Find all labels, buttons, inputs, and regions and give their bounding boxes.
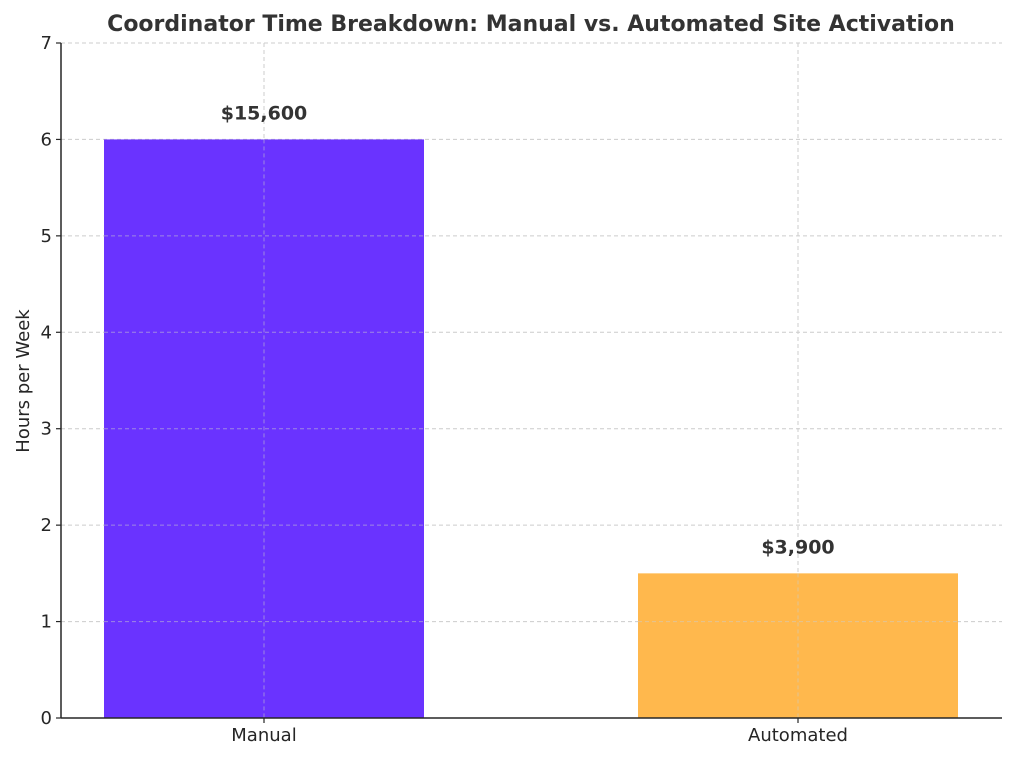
data-label: $15,600	[221, 102, 308, 124]
y-axis-label: Hours per Week	[13, 309, 34, 453]
y-tick-label: 3	[41, 419, 52, 440]
y-tick-label: 4	[41, 322, 52, 343]
y-tick-label: 7	[41, 33, 52, 54]
y-tick-label: 0	[41, 708, 52, 729]
y-tick-label: 2	[41, 515, 52, 536]
y-tick-label: 6	[41, 129, 52, 150]
data-labels: $15,600 $3,900	[221, 102, 835, 558]
x-tick-label: Manual	[231, 725, 296, 746]
x-tick-label: Automated	[748, 725, 848, 746]
data-label: $3,900	[761, 536, 834, 558]
y-tick-label: 1	[41, 612, 52, 633]
grid-lines-overlay	[104, 139, 958, 718]
chart-title: Coordinator Time Breakdown: Manual vs. A…	[107, 12, 955, 37]
axes: 0 1 2 3 4 5 6 7 Manual Automated	[41, 33, 1002, 746]
y-tick-label: 5	[41, 226, 52, 247]
